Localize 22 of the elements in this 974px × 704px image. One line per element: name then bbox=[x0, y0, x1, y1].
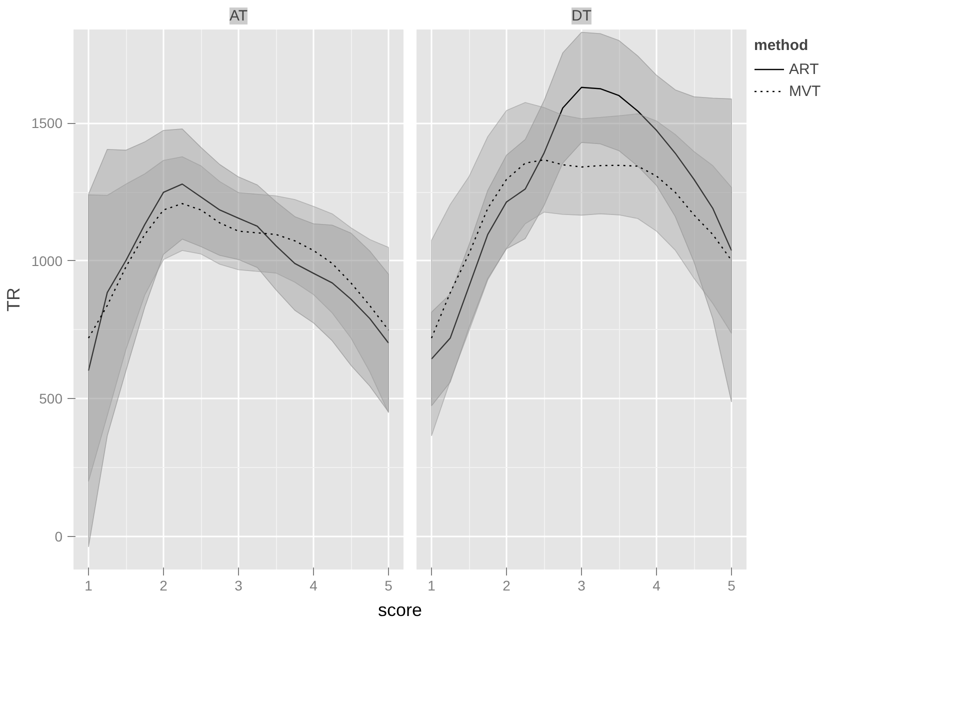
x-tick-label: 3 bbox=[578, 578, 586, 594]
y-tick-label: 500 bbox=[39, 390, 63, 407]
y-tick-label: 1500 bbox=[31, 115, 63, 132]
x-tick-label: 1 bbox=[84, 578, 93, 594]
x-tick-label: 4 bbox=[652, 578, 661, 594]
legend-label: MVT bbox=[789, 82, 821, 100]
line-series bbox=[88, 183, 390, 372]
x-tick-label: 3 bbox=[234, 578, 243, 594]
y-tick-label: 1000 bbox=[31, 252, 63, 269]
x-axis-title: score bbox=[378, 599, 422, 622]
legend-label: ART bbox=[789, 60, 819, 78]
x-tick-label: 1 bbox=[428, 578, 436, 594]
x-tick-label: 5 bbox=[384, 578, 393, 594]
x-tick-label: 4 bbox=[310, 578, 318, 594]
x-tick-label: 2 bbox=[502, 578, 511, 594]
y-axis-title: TR bbox=[3, 287, 24, 312]
x-tick-label: 2 bbox=[160, 578, 168, 594]
legend-title: method bbox=[754, 37, 810, 54]
y-tick-label: 0 bbox=[54, 528, 63, 544]
chart-title: AT bbox=[229, 8, 248, 24]
chart-title: DT bbox=[572, 8, 592, 24]
x-tick-label: 5 bbox=[728, 578, 736, 594]
